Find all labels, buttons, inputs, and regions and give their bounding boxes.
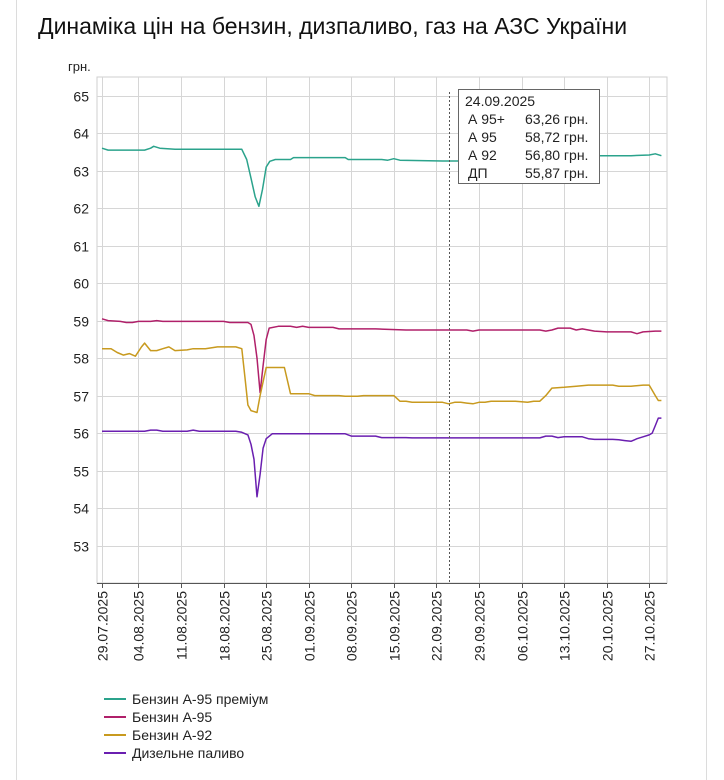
series-line[interactable] [101, 318, 662, 394]
x-tick-label: 15.09.2025 [387, 591, 403, 661]
y-tick-label: 53 [73, 539, 89, 555]
legend-label: Бензин А-92 [132, 727, 213, 743]
legend-label: Дизельне паливо [132, 745, 245, 761]
x-tick-label: 01.09.2025 [302, 591, 318, 661]
legend-item[interactable]: Бензин А-92 [104, 726, 268, 744]
tooltip-series-label: А 92 [468, 147, 497, 163]
x-tick-label: 13.10.2025 [557, 591, 573, 661]
tooltip-series-label: А 95+ [468, 111, 505, 127]
x-tick-label: 27.10.2025 [642, 591, 658, 661]
x-tick-label: 29.09.2025 [472, 591, 488, 661]
legend-label: Бензин А-95 преміум [132, 691, 269, 707]
tooltip-series-value: 55,87 грн. [525, 165, 588, 181]
y-tick-label: 65 [73, 89, 89, 105]
legend-item[interactable]: Бензин А-95 [104, 708, 268, 726]
x-tick-label: 06.10.2025 [515, 591, 531, 661]
tooltip-series-value: 58,72 грн. [525, 129, 588, 145]
y-tick-label: 56 [73, 426, 89, 442]
legend-swatch [104, 752, 126, 754]
x-tick-label: 29.07.2025 [95, 591, 111, 661]
legend-swatch [104, 716, 126, 718]
x-tick-label: 22.09.2025 [429, 591, 445, 661]
tooltip-box [458, 89, 600, 184]
legend-label: Бензин А-95 [132, 709, 213, 725]
y-tick-label: 55 [73, 464, 89, 480]
y-tick-label: 62 [73, 201, 89, 217]
y-tick-label: 58 [73, 351, 89, 367]
y-tick-label: 59 [73, 314, 89, 330]
y-axis-unit-label: грн. [68, 59, 91, 74]
axis-layer: грн. 53 54 55 56 57 58 59 60 61 62 63 64 65 29.07.202… [68, 59, 667, 661]
x-tick-label: 25.08.2025 [259, 591, 275, 661]
tooltip-series-value: 56,80 грн. [525, 147, 588, 163]
y-tick-label: 64 [73, 126, 89, 142]
x-tick-label: 11.08.2025 [174, 591, 190, 660]
series-line[interactable] [102, 342, 662, 414]
tooltip-series-label: ДП [468, 165, 488, 181]
x-tick-label: 20.10.2025 [600, 591, 616, 661]
tooltip-series-label: А 95 [468, 129, 497, 145]
series-line[interactable] [102, 417, 662, 498]
x-tick-label: 08.09.2025 [344, 591, 360, 661]
y-tick-label: 60 [73, 276, 89, 292]
legend: Бензин А-95 преміум Бензин А-95 Бензин А… [104, 690, 268, 762]
x-tick-label: 04.08.2025 [131, 591, 147, 661]
y-tick-label: 57 [73, 389, 89, 405]
tooltip-series-value: 63,26 грн. [525, 111, 588, 127]
legend-item[interactable]: Дизельне паливо [104, 744, 268, 762]
tooltip-date: 24.09.2025 [465, 93, 535, 109]
legend-item[interactable]: Бензин А-95 преміум [104, 690, 268, 708]
legend-swatch [104, 734, 126, 736]
legend-swatch [104, 698, 126, 700]
frame-left-border [16, 0, 17, 780]
chart-area: грн. 53 54 55 56 57 58 59 60 61 62 63 64 65 29.07.202… [68, 59, 668, 661]
y-tick-label: 61 [73, 239, 89, 255]
tooltip: 24.09.2025 А 95+ 63,26 грн. А 95 58,72 грн. А… [449, 89, 600, 583]
y-tick-label: 54 [73, 501, 89, 517]
y-tick-label: 63 [73, 164, 89, 180]
frame-right-border [706, 0, 707, 780]
x-tick-label: 18.08.2025 [217, 591, 233, 661]
chart-title: Динаміка цін на бензин, дизпаливо, газ н… [38, 13, 628, 39]
